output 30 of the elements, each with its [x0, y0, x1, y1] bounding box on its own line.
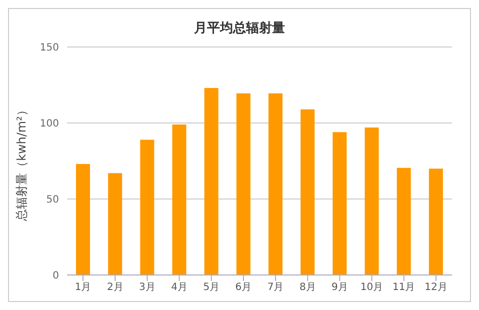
x-tick-label: 6月: [235, 282, 252, 294]
x-tick-label: 2月: [106, 282, 124, 294]
x-tick-label: 1月: [74, 282, 92, 294]
x-tick-label: 3月: [139, 282, 156, 294]
y-axis-title: 总辐射量（kwh/m²）: [14, 104, 28, 222]
y-tick-label: 100: [40, 118, 59, 130]
bar: [172, 124, 186, 275]
bar: [236, 93, 250, 275]
bar: [332, 132, 347, 275]
y-tick-label: 50: [46, 194, 59, 206]
bar: [108, 173, 122, 275]
x-tick-label: 9月: [332, 282, 348, 294]
bar: [268, 93, 282, 275]
y-tick-label: 150: [40, 42, 59, 54]
bar: [204, 88, 218, 275]
x-tick-label: 12月: [424, 282, 448, 294]
bar: [428, 168, 443, 275]
x-tick-label: 8月: [299, 282, 316, 294]
x-tick-label: 11月: [392, 282, 416, 294]
bar: [76, 164, 90, 275]
x-tick-label: 7月: [267, 282, 284, 294]
y-tick-label: 0: [52, 270, 59, 282]
chart-title: 月平均总辐射量: [193, 20, 286, 37]
bar: [364, 128, 379, 275]
bar: [140, 140, 154, 275]
bar: [396, 168, 411, 275]
bar: [300, 109, 315, 275]
x-tick-label: 4月: [171, 282, 188, 294]
x-tick-label: 10月: [360, 282, 384, 294]
x-tick-label: 5月: [203, 282, 220, 294]
